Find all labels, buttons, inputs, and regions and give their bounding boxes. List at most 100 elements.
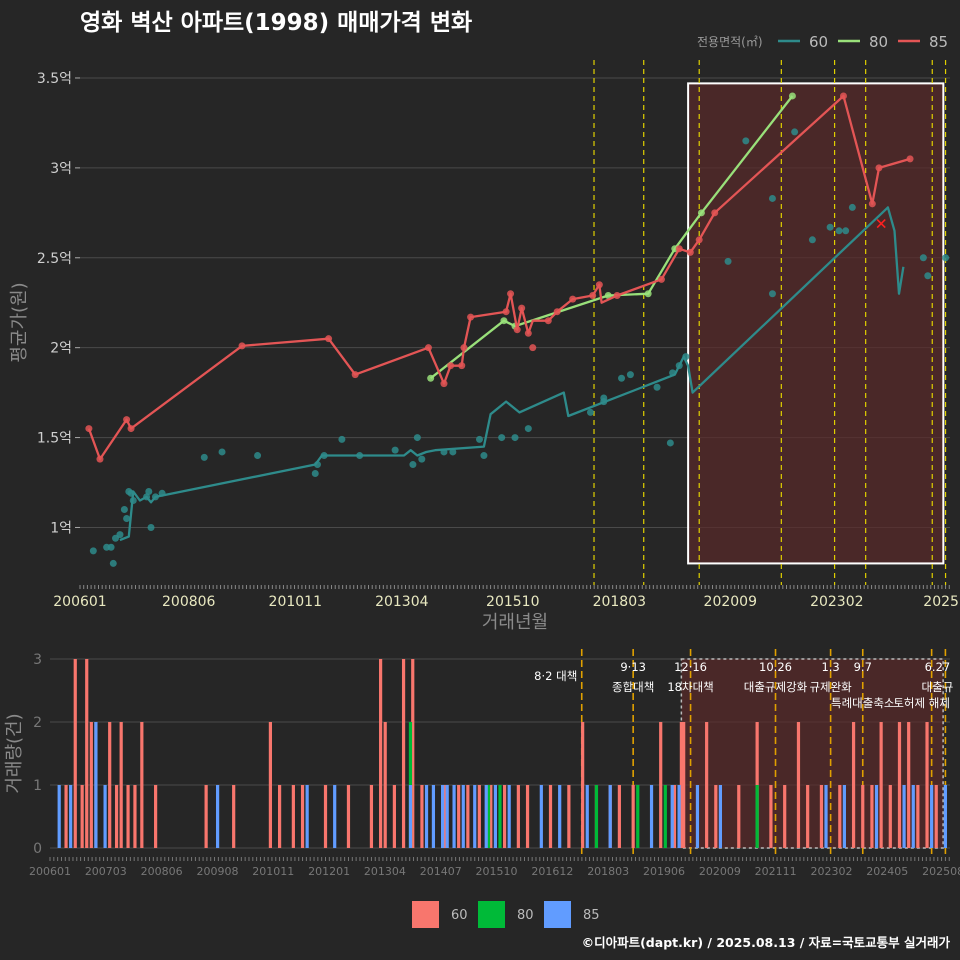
series-60-point — [109, 559, 117, 567]
bar-60 — [567, 785, 571, 848]
bar-80 — [486, 785, 491, 848]
bar-y-tick-label: 0 — [33, 841, 42, 857]
bar-85 — [649, 785, 654, 848]
series-60-point — [89, 547, 97, 555]
series-60-point — [143, 493, 151, 501]
bar-60 — [879, 722, 883, 848]
series-60-point — [356, 452, 364, 460]
series-60-point — [413, 434, 421, 442]
bar-85 — [484, 785, 488, 848]
x-tick-label: 202009 — [704, 594, 757, 610]
bar-60 — [277, 785, 282, 848]
bar-80 — [636, 785, 640, 848]
bar-60 — [672, 785, 677, 848]
policy-label-date: 6.27 — [925, 660, 951, 674]
series-60-point — [848, 203, 856, 211]
series-85-point — [325, 335, 333, 343]
bar-85 — [452, 785, 456, 848]
y-tick-label: 1억 — [50, 520, 72, 536]
series-85-point — [529, 344, 537, 352]
bar-legend-swatch-85 — [544, 901, 571, 928]
legend-layer: 전용면적(㎡) 60 80 85 60 80 85 — [412, 33, 948, 928]
bar-60 — [796, 722, 801, 848]
series-60-point — [147, 523, 155, 531]
series-60-point — [120, 505, 128, 513]
y-tick-label: 3.5억 — [37, 71, 72, 87]
series-60-point — [475, 435, 483, 443]
bar-60 — [392, 785, 396, 848]
series-60-point — [742, 137, 750, 145]
series-60-point — [338, 435, 346, 443]
series-85-point — [711, 209, 719, 217]
bar-x-tick-label: 200908 — [196, 865, 238, 878]
series-60-point — [768, 194, 776, 202]
series-60-point — [618, 374, 626, 382]
series-60-point — [145, 488, 153, 496]
bar-x-tick-label: 202111 — [755, 865, 797, 878]
bar-y-tick-label: 2 — [33, 715, 42, 731]
bar-x-tick-label: 201803 — [587, 865, 629, 878]
bar-60 — [346, 785, 351, 848]
series-60-point — [669, 369, 677, 377]
series-60-point — [626, 371, 634, 379]
bar-60 — [934, 785, 938, 848]
bar-60 — [420, 785, 424, 848]
series-60-point — [480, 452, 488, 460]
series-85-point — [657, 275, 665, 283]
series-60-point — [808, 236, 816, 244]
series-85-point — [424, 344, 432, 352]
series-60-point — [123, 514, 131, 522]
policy-label-date: 9.7 — [854, 660, 872, 674]
series-60-point — [409, 461, 417, 469]
series-60-point — [835, 227, 843, 235]
legend-title: 전용면적(㎡) — [697, 35, 763, 49]
bar-x-tick-label: 202508 — [922, 865, 960, 878]
bar-x-tick-label: 201201 — [308, 865, 350, 878]
bar-60 — [907, 722, 911, 848]
bar-85 — [585, 785, 589, 848]
series-85-point — [613, 292, 621, 300]
bar-80 — [663, 785, 667, 848]
series-85-point — [544, 317, 552, 325]
x-tick-label: 2025 — [923, 594, 959, 610]
bar-x-tick-label: 200806 — [141, 865, 183, 878]
bar-60 — [581, 722, 585, 848]
series-60-point — [675, 362, 683, 370]
series-80-point — [500, 317, 508, 325]
bar-60 — [85, 659, 89, 848]
bar-85 — [539, 785, 543, 848]
series-85-point — [695, 236, 703, 244]
x-tick-label: 202302 — [810, 594, 863, 610]
series-60-point — [498, 434, 506, 442]
policy-label-name: 특례대출축소 — [831, 696, 894, 710]
series-85-point — [553, 308, 561, 316]
series-60-point — [724, 257, 732, 265]
bar-x-tick-label: 202009 — [699, 865, 741, 878]
bar-85 — [94, 722, 98, 848]
bar-60 — [819, 785, 824, 848]
bar-60 — [888, 785, 892, 848]
series-85-point — [686, 248, 694, 256]
bar-x-tick-label: 201510 — [476, 865, 518, 878]
bar-85 — [824, 785, 828, 848]
series-60-point — [586, 408, 594, 416]
series-85-point — [85, 425, 93, 433]
bar-60 — [300, 785, 305, 848]
bar-legend-swatch-80 — [478, 901, 505, 928]
bar-60 — [401, 659, 406, 848]
policy-label-name: 토허제 해제 — [893, 696, 950, 710]
series-85-point — [595, 281, 603, 289]
series-60-point — [313, 461, 321, 469]
policy-label-date: 12·16 — [674, 660, 707, 674]
series-85-point — [96, 455, 104, 463]
series-85-point — [569, 295, 577, 303]
bar-85 — [57, 785, 61, 848]
series-85-point — [238, 342, 246, 350]
series-85-point — [875, 164, 883, 172]
bar-60 — [769, 785, 773, 848]
series-85-point — [127, 425, 135, 433]
bar-60 — [705, 722, 709, 848]
bar-60 — [679, 722, 683, 848]
